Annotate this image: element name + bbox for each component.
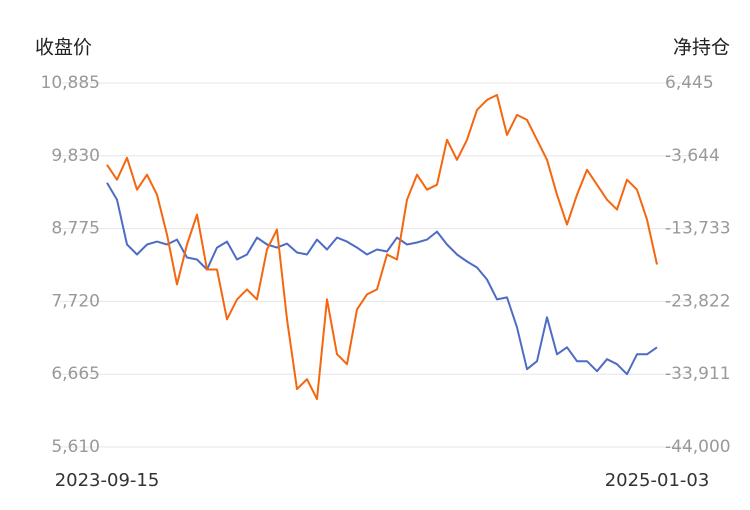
y2-axis-title: 净持仓	[673, 37, 730, 59]
y2-tick-label: -13,733	[665, 219, 731, 239]
x-tick-label: 2025-01-03	[605, 470, 710, 491]
y2-tick-label: -44,000	[665, 437, 731, 457]
y2-tick-label: -33,911	[665, 364, 731, 384]
y2-tick-label: -23,822	[665, 291, 731, 311]
y-tick-label: 10,885	[41, 73, 100, 93]
line-series	[106, 94, 658, 401]
y-tick-label: 7,720	[51, 291, 100, 311]
y-tick-label: 6,665	[51, 364, 100, 384]
y2-tick-label: -3,644	[665, 146, 720, 166]
y-tick-label: 9,830	[51, 146, 100, 166]
y-axis-title: 收盘价	[35, 37, 92, 59]
y2-tick-label: 6,445	[665, 73, 714, 93]
y-tick-label: 8,775	[51, 219, 100, 239]
line-series	[106, 182, 658, 376]
x-tick-label: 2023-09-15	[55, 470, 160, 491]
y-tick-label: 5,610	[51, 437, 100, 457]
